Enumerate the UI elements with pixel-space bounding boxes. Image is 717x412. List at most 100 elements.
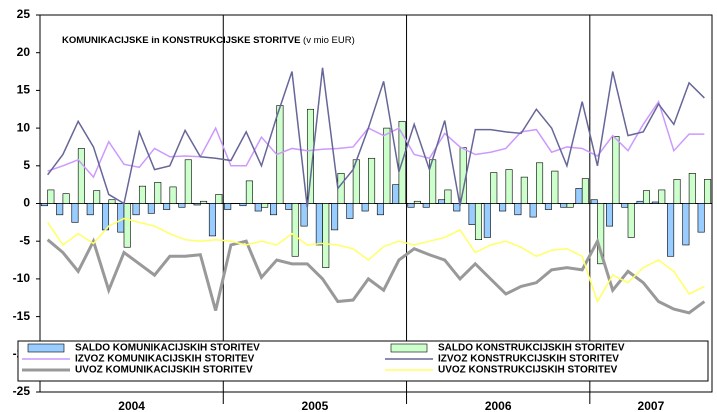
bar <box>606 203 614 227</box>
bar <box>200 200 208 204</box>
line <box>46 237 706 315</box>
bar <box>483 203 491 238</box>
legend-label: IZVOZ KOMUNIKACIJSKIH STORITEV <box>75 354 255 365</box>
bar <box>514 203 522 216</box>
bar <box>697 203 705 233</box>
bar <box>612 136 620 204</box>
bar <box>300 203 308 227</box>
bar <box>468 203 476 225</box>
y-tick-label: 10 <box>17 120 31 134</box>
bar <box>193 203 201 206</box>
line <box>47 217 705 304</box>
legend <box>17 340 709 382</box>
legend-label: UVOZ KOMUNIKACIJSKIH STORITEV <box>75 365 253 376</box>
bar <box>261 203 269 208</box>
legend-label: SALDO KOMUNIKACIJSKIH STORITEV <box>75 343 260 354</box>
bar <box>368 157 376 204</box>
bar <box>627 203 635 238</box>
bar <box>682 203 690 246</box>
x-tick-label: 2004 <box>118 399 145 412</box>
x-tick-label: 2007 <box>638 399 665 412</box>
y-tick-label: -10 <box>13 271 31 285</box>
bar <box>77 148 85 204</box>
bar <box>215 194 223 204</box>
bar <box>346 203 354 219</box>
bar <box>62 193 70 204</box>
bar <box>383 127 391 204</box>
bar <box>667 203 675 257</box>
bar <box>245 180 253 204</box>
bar <box>575 188 583 204</box>
bar <box>560 203 568 208</box>
bar <box>208 203 216 237</box>
bar <box>505 169 513 204</box>
line <box>47 67 705 208</box>
bar <box>315 203 323 246</box>
bar <box>651 201 659 204</box>
bar <box>444 189 452 204</box>
legend-label: IZVOZ KONSTRUKCIJSKIH STORITEV <box>438 354 619 365</box>
bar <box>636 200 644 204</box>
bar <box>438 199 446 204</box>
bar <box>154 182 162 204</box>
bar <box>322 203 330 268</box>
y-tick-label: 20 <box>17 45 31 59</box>
y-tick-label: 15 <box>17 83 31 97</box>
bar <box>642 190 650 204</box>
bar <box>224 203 232 210</box>
bar <box>102 203 110 231</box>
bar <box>544 203 552 210</box>
title: KOMUNIKACIJSKE in KONSTRUKCIJSKE STORITV… <box>62 35 300 46</box>
bar <box>597 203 605 265</box>
bar <box>590 199 598 204</box>
bar <box>123 203 131 248</box>
bar <box>117 203 125 233</box>
bar <box>413 200 421 204</box>
bar <box>184 159 192 204</box>
x-tick-label: 2005 <box>302 399 329 412</box>
bar <box>138 185 146 204</box>
y-tick-label: 5 <box>23 158 30 172</box>
bar <box>254 203 262 212</box>
bar <box>551 170 559 204</box>
bar <box>86 203 94 216</box>
bar <box>621 203 629 208</box>
bar <box>56 203 64 216</box>
bar <box>285 203 293 210</box>
bar <box>178 203 186 208</box>
legend-label: UVOZ KONSTRUKCIJSKIH STORITEV <box>438 365 618 376</box>
bar <box>474 203 482 240</box>
bar <box>291 203 299 257</box>
bar <box>490 172 498 204</box>
y-tick-label: -5 <box>19 233 30 247</box>
legend-label: SALDO KONSTRUKCIJSKIH STORITEV <box>438 343 625 354</box>
bar <box>361 203 369 212</box>
bar <box>306 108 314 204</box>
y-tick-label: 25 <box>17 7 31 21</box>
bar <box>163 203 171 210</box>
bar <box>40 203 48 207</box>
bar <box>520 176 528 204</box>
bar <box>71 203 79 223</box>
bar <box>93 190 101 204</box>
bar <box>673 179 681 204</box>
bar <box>47 189 55 204</box>
plot-frame <box>39 14 713 393</box>
bar <box>453 203 461 212</box>
bar <box>499 203 507 212</box>
x-tick-label: 2006 <box>485 399 512 412</box>
bar <box>331 203 339 231</box>
bar <box>169 186 177 204</box>
y-tick-label: -25 <box>13 384 31 398</box>
legend-swatch <box>27 343 65 353</box>
bar <box>407 203 415 208</box>
bar <box>704 179 712 204</box>
bar <box>536 162 544 204</box>
legend-swatch <box>390 343 428 353</box>
chart-title: KOMUNIKACIJSKE in KONSTRUKCIJSKE STORITV… <box>62 35 355 46</box>
bar <box>658 189 666 204</box>
bar <box>270 203 278 216</box>
bar <box>392 184 400 204</box>
bar <box>566 203 574 208</box>
